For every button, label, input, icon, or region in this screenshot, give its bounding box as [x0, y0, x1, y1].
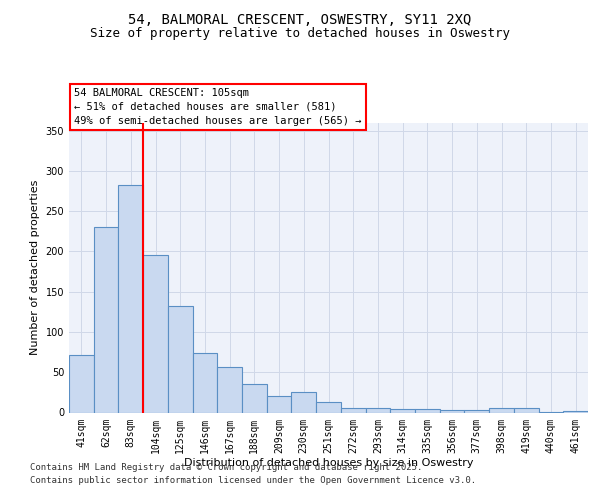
Bar: [217, 366, 242, 412]
Text: 54 BALMORAL CRESCENT: 105sqm
← 51% of detached houses are smaller (581)
49% of s: 54 BALMORAL CRESCENT: 105sqm ← 51% of de…: [74, 88, 362, 126]
Text: Contains public sector information licensed under the Open Government Licence v3: Contains public sector information licen…: [30, 476, 476, 485]
Text: 54, BALMORAL CRESCENT, OSWESTRY, SY11 2XQ: 54, BALMORAL CRESCENT, OSWESTRY, SY11 2X…: [128, 12, 472, 26]
Text: Contains HM Land Registry data © Crown copyright and database right 2025.: Contains HM Land Registry data © Crown c…: [30, 462, 422, 471]
Bar: [118, 184, 143, 412]
Bar: [143, 254, 168, 412]
Bar: [489, 408, 514, 412]
Bar: [464, 410, 489, 412]
Bar: [563, 411, 588, 412]
X-axis label: Distribution of detached houses by size in Oswestry: Distribution of detached houses by size …: [184, 458, 473, 468]
Y-axis label: Number of detached properties: Number of detached properties: [30, 180, 40, 355]
Bar: [94, 227, 118, 412]
Bar: [365, 408, 390, 412]
Bar: [168, 306, 193, 412]
Bar: [292, 392, 316, 412]
Bar: [440, 410, 464, 412]
Bar: [267, 396, 292, 412]
Bar: [316, 402, 341, 412]
Bar: [69, 354, 94, 412]
Bar: [390, 410, 415, 412]
Bar: [415, 410, 440, 412]
Text: Size of property relative to detached houses in Oswestry: Size of property relative to detached ho…: [90, 28, 510, 40]
Bar: [193, 353, 217, 412]
Bar: [242, 384, 267, 412]
Bar: [514, 408, 539, 412]
Bar: [341, 408, 365, 412]
